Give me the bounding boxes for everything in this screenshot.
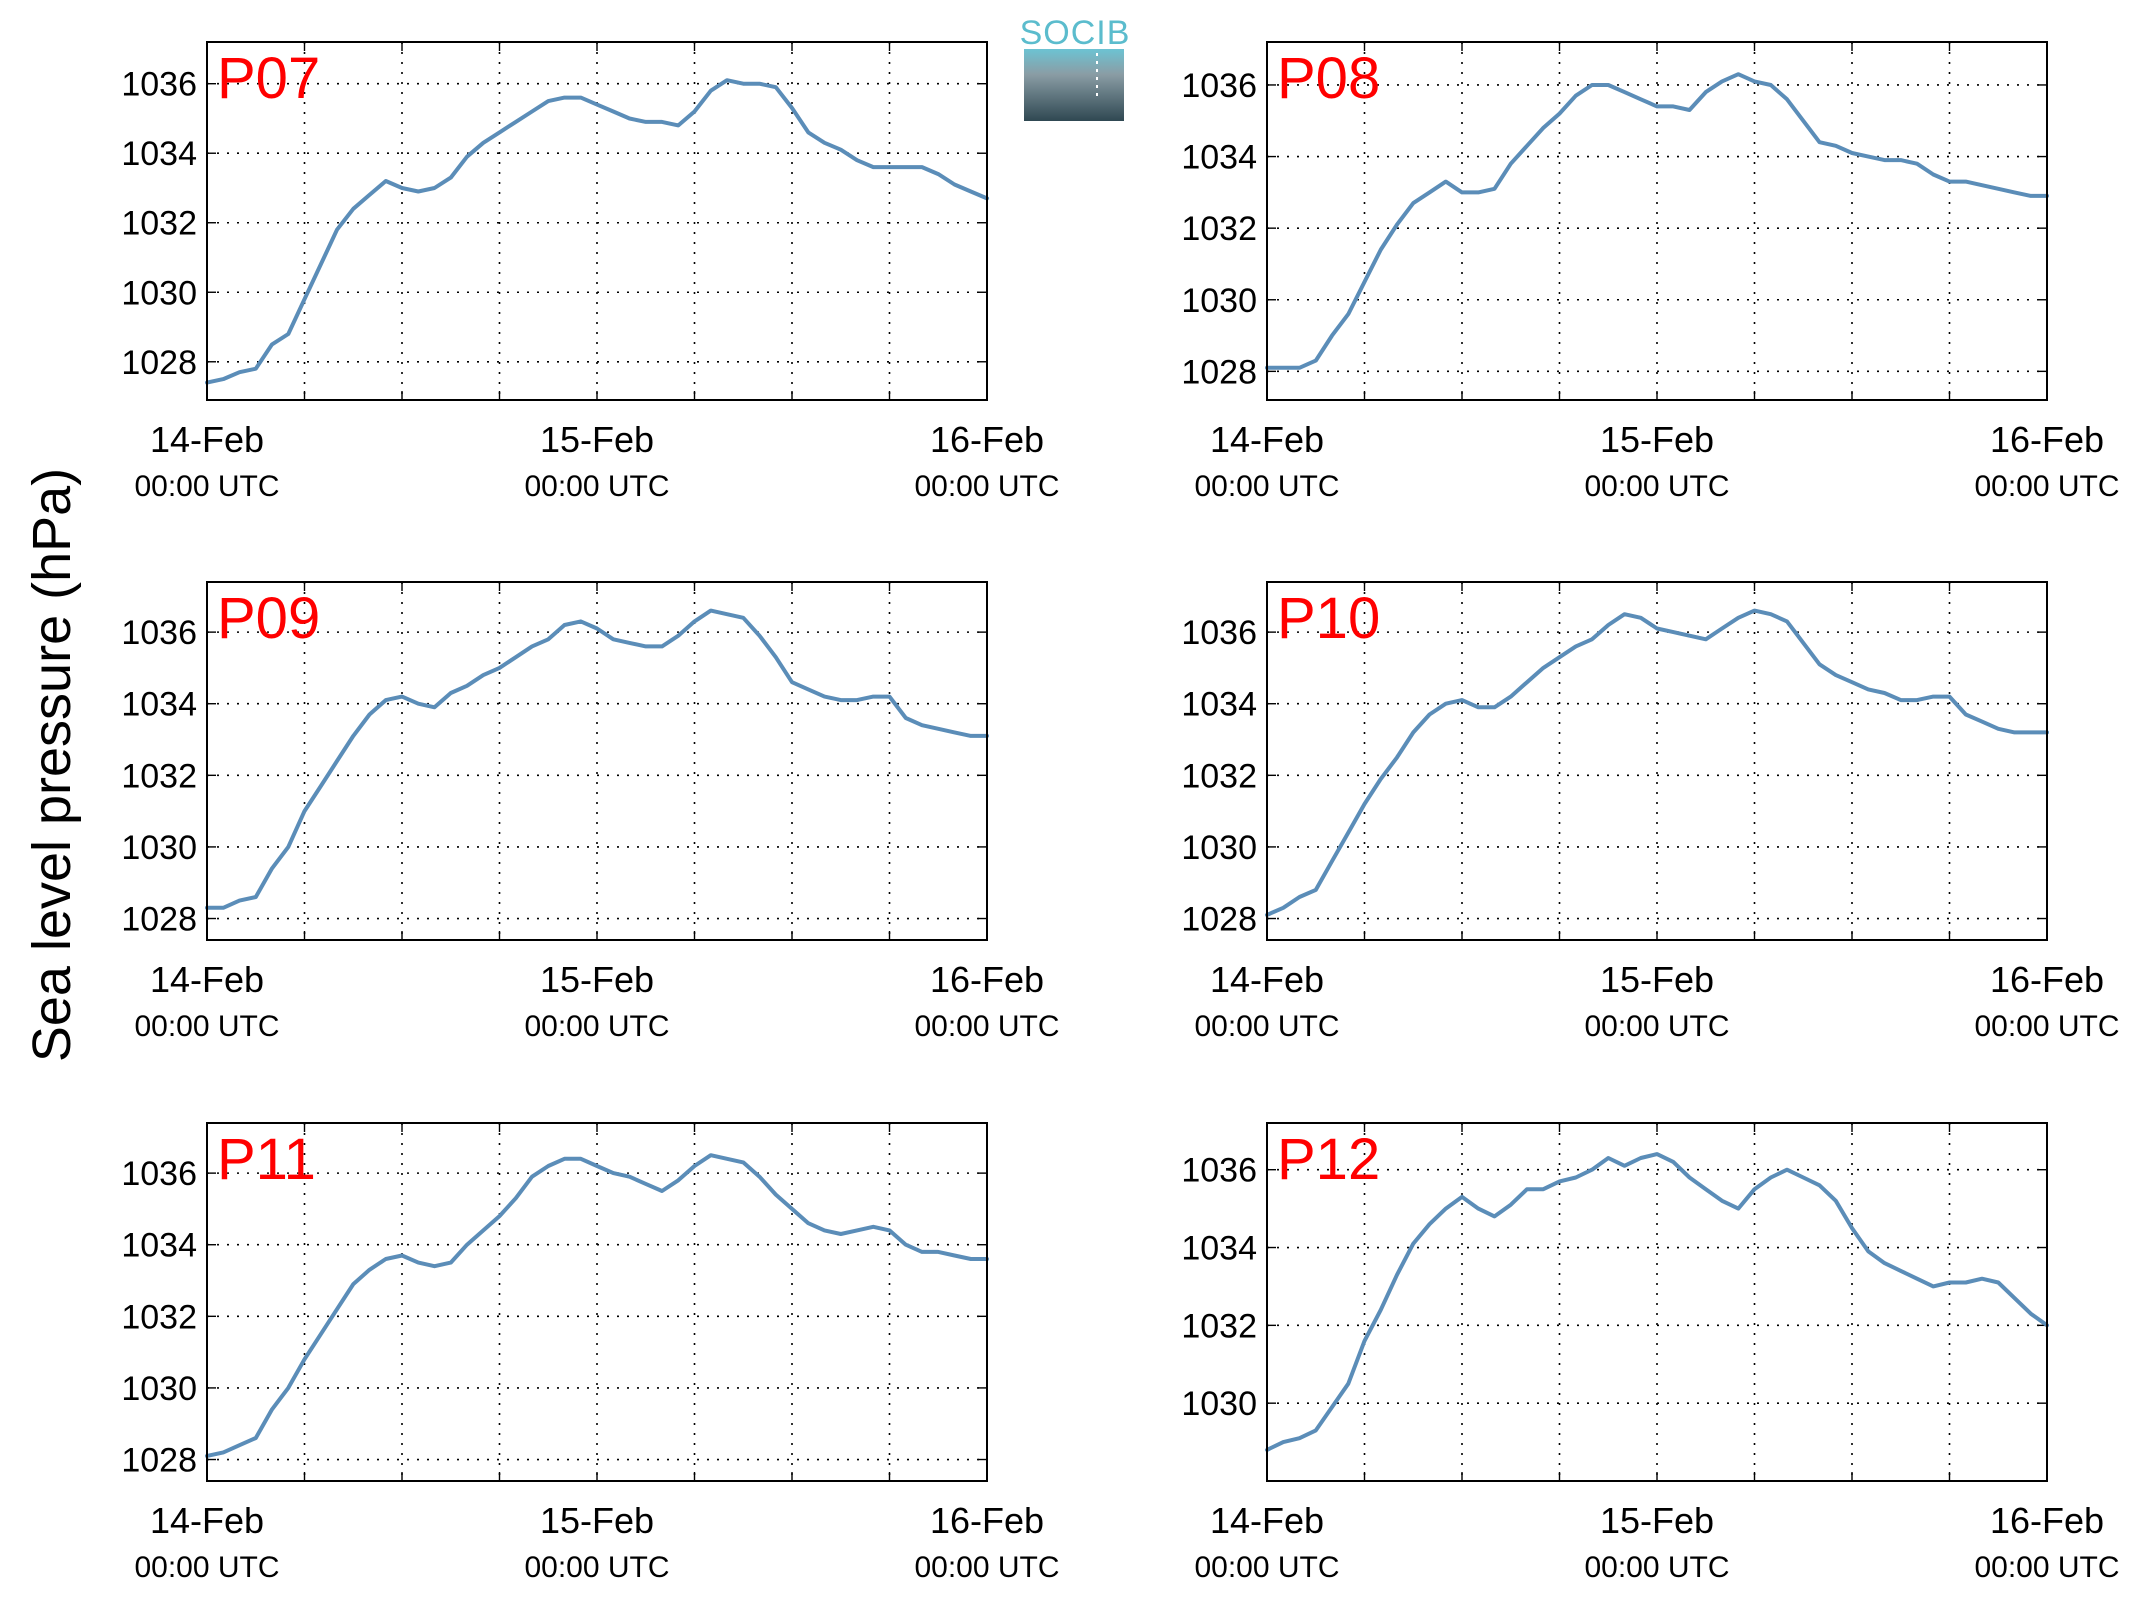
x-tick-label-day: 15-Feb — [540, 959, 654, 1000]
series-line-p07 — [205, 78, 989, 385]
y-tick-label: 1028 — [121, 1442, 197, 1480]
panel-p07: 1028 1030 1032 1034 1036 14-Feb 00:00 UTC 15-Fe… — [121, 41, 1060, 503]
x-tick-label-time: 00:00 UTC — [1974, 1551, 2119, 1584]
y-tick-label: 1032 — [121, 757, 197, 795]
x-tick-label-time: 00:00 UTC — [134, 470, 279, 503]
x-tick-label-day: 15-Feb — [1600, 419, 1714, 460]
y-tick-label: 1030 — [1181, 829, 1257, 867]
y-tick-label: 1036 — [121, 66, 197, 104]
x-tick-label-time: 00:00 UTC — [1194, 1010, 1339, 1043]
x-tick-label-time: 00:00 UTC — [1974, 470, 2119, 503]
series-line-p12 — [1265, 1152, 2049, 1452]
series-line-p08 — [1265, 72, 2049, 370]
series-line-p09 — [205, 608, 989, 910]
axes-frame — [1266, 1122, 2048, 1482]
y-tick-label: 1036 — [121, 614, 197, 652]
x-tick-label-time: 00:00 UTC — [134, 1010, 279, 1043]
y-tick-label: 1036 — [1181, 67, 1257, 105]
x-tick-label-day: 14-Feb — [1210, 1500, 1324, 1541]
y-tick-label: 1032 — [1181, 1307, 1257, 1345]
socib-logo-block — [1024, 49, 1124, 121]
socib-logo: SOCIB — [1020, 14, 1131, 121]
x-tick-label-time: 00:00 UTC — [524, 1010, 669, 1043]
panel-label: P11 — [217, 1127, 316, 1192]
x-tick-label-day: 16-Feb — [1990, 1500, 2104, 1541]
socib-logo-text: SOCIB — [1020, 14, 1131, 52]
axes-frame — [206, 1122, 988, 1482]
panel-label: P12 — [1277, 1127, 1380, 1192]
y-tick-label: 1036 — [1181, 1152, 1257, 1190]
x-tick-label-time: 00:00 UTC — [1194, 1551, 1339, 1584]
panel-label: P08 — [1277, 46, 1380, 111]
y-tick-label: 1030 — [121, 274, 197, 312]
x-tick-label-time: 00:00 UTC — [1584, 1010, 1729, 1043]
x-tick-label-day: 16-Feb — [1990, 419, 2104, 460]
axes-frame — [206, 581, 988, 941]
x-tick-label-day: 16-Feb — [1990, 959, 2104, 1000]
x-tick-label-time: 00:00 UTC — [524, 1551, 669, 1584]
y-tick-label: 1030 — [1181, 282, 1257, 320]
x-tick-label-day: 15-Feb — [1600, 959, 1714, 1000]
x-tick-label-time: 00:00 UTC — [914, 1551, 1059, 1584]
y-tick-label: 1030 — [121, 1370, 197, 1408]
y-tick-label: 1028 — [121, 901, 197, 939]
axes-frame — [1266, 41, 2048, 401]
series-line-p11 — [205, 1153, 989, 1458]
x-tick-label-day: 14-Feb — [150, 1500, 264, 1541]
y-tick-label: 1028 — [1181, 901, 1257, 939]
y-tick-label: 1034 — [1181, 1230, 1257, 1268]
y-tick-label: 1032 — [1181, 757, 1257, 795]
y-tick-label: 1028 — [121, 344, 197, 382]
panel-label: P09 — [217, 586, 320, 651]
x-tick-label-day: 16-Feb — [930, 1500, 1044, 1541]
panel-p08: 1028 1030 1032 1034 1036 14-Feb 00:00 UTC 15-Fe… — [1181, 41, 2120, 503]
x-tick-label-day: 14-Feb — [1210, 419, 1324, 460]
panel-label: P07 — [217, 46, 320, 111]
x-tick-label-time: 00:00 UTC — [134, 1551, 279, 1584]
panel-p12: 1030 1032 1034 1036 14-Feb 00:00 UTC 15-Feb 00:… — [1181, 1122, 2120, 1584]
y-tick-label: 1028 — [1181, 353, 1257, 391]
x-tick-label-time: 00:00 UTC — [1194, 470, 1339, 503]
panels: 1028 1030 1032 1034 1036 14-Feb 00:00 UTC 15-Fe… — [121, 41, 2120, 1584]
x-tick-label-day: 15-Feb — [540, 1500, 654, 1541]
x-tick-label-time: 00:00 UTC — [914, 470, 1059, 503]
x-tick-label-time: 00:00 UTC — [1584, 1551, 1729, 1584]
x-tick-label-day: 16-Feb — [930, 419, 1044, 460]
y-tick-label: 1034 — [121, 686, 197, 724]
y-tick-label: 1036 — [121, 1155, 197, 1193]
x-tick-label-time: 00:00 UTC — [1974, 1010, 2119, 1043]
x-tick-label-day: 14-Feb — [150, 419, 264, 460]
y-tick-label: 1030 — [1181, 1385, 1257, 1423]
y-tick-label: 1034 — [121, 135, 197, 173]
x-tick-label-day: 14-Feb — [1210, 959, 1324, 1000]
panel-p10: 1028 1030 1032 1034 1036 14-Feb 00:00 UTC 15-Fe… — [1181, 581, 2120, 1043]
y-tick-label: 1032 — [121, 1298, 197, 1336]
x-tick-label-day: 15-Feb — [1600, 1500, 1714, 1541]
x-tick-label-day: 16-Feb — [930, 959, 1044, 1000]
axes-frame — [206, 41, 988, 401]
y-tick-label: 1036 — [1181, 614, 1257, 652]
y-tick-label: 1034 — [121, 1227, 197, 1265]
x-tick-label-time: 00:00 UTC — [914, 1010, 1059, 1043]
x-tick-label-day: 14-Feb — [150, 959, 264, 1000]
panel-label: P10 — [1277, 586, 1380, 651]
x-tick-label-time: 00:00 UTC — [524, 470, 669, 503]
y-tick-label: 1032 — [1181, 210, 1257, 248]
panel-p11: 1028 1030 1032 1034 1036 14-Feb 00:00 UTC 15-Fe… — [121, 1122, 1060, 1584]
x-tick-label-time: 00:00 UTC — [1584, 470, 1729, 503]
y-tick-label: 1034 — [1181, 139, 1257, 177]
y-tick-label: 1034 — [1181, 686, 1257, 724]
x-tick-label-day: 15-Feb — [540, 419, 654, 460]
y-axis-label: Sea level pressure (hPa) — [22, 468, 82, 1062]
y-tick-label: 1032 — [121, 205, 197, 243]
axes-frame — [1266, 581, 2048, 941]
series-line-p10 — [1265, 608, 2049, 917]
panel-p09: 1028 1030 1032 1034 1036 14-Feb 00:00 UTC 15-Fe… — [121, 581, 1060, 1043]
y-tick-label: 1030 — [121, 829, 197, 867]
